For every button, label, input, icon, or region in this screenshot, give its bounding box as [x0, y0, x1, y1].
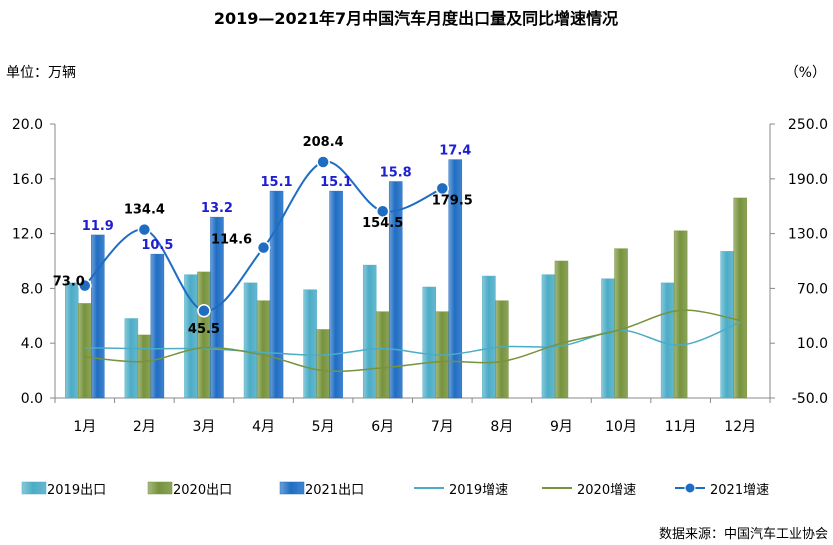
bar-2021出口: [150, 253, 165, 399]
bar-2019出口: [541, 274, 556, 399]
bar-2021出口: [269, 190, 284, 399]
bar-value-label-2021: 11.9: [82, 219, 114, 234]
legend-label: 2019增速: [449, 483, 508, 498]
x-tick-label: 11月: [665, 419, 697, 435]
bar-2020出口: [137, 334, 152, 399]
bar-2021出口: [448, 159, 463, 399]
data-source: 数据来源：中国汽车工业协会: [659, 526, 828, 542]
left-tick-label: 12.0: [12, 227, 43, 243]
marker-2021增速: [375, 204, 390, 218]
legend-swatch: [21, 481, 47, 495]
line-value-label-2021: 179.5: [432, 193, 473, 208]
bar-2019出口: [124, 318, 139, 399]
x-tick-label: 3月: [192, 419, 215, 435]
marker-2021增速: [256, 240, 271, 255]
bars: [65, 159, 747, 399]
bar-2019出口: [422, 286, 437, 399]
x-tick-label: 6月: [371, 419, 394, 435]
left-tick-label: 20.0: [12, 117, 43, 133]
line-2019增速: [84, 321, 741, 356]
bar-2020出口: [256, 300, 271, 399]
legend-swatch: [279, 481, 305, 495]
bar-2019出口: [720, 251, 734, 399]
lines: [78, 155, 741, 373]
marker-2021增速: [435, 181, 450, 196]
x-tick-label: 9月: [550, 419, 573, 435]
legend-swatch: [147, 481, 173, 495]
bar-2019出口: [482, 275, 496, 399]
bar-2019出口: [243, 282, 258, 399]
line-value-label-2021: 114.6: [211, 233, 252, 248]
left-tick-label: 8.0: [21, 281, 43, 297]
bar-2021出口: [388, 181, 403, 399]
legend-label: 2019出口: [47, 483, 106, 498]
data-labels: 11.9 10.5 13.2 15.1 15.1 15.8 17.4 73.0 134.4 45.…: [53, 135, 473, 337]
bar-2020出口: [554, 260, 569, 399]
bar-2020出口: [733, 197, 747, 399]
line-value-label-2021: 45.5: [188, 322, 220, 337]
x-tick-label: 4月: [252, 419, 275, 435]
left-axis-unit: 单位：万辆: [6, 65, 76, 81]
bar-value-label-2021: 13.2: [201, 201, 233, 216]
line-value-label-2021: 208.4: [303, 135, 344, 150]
right-tick-label: 10.0: [797, 336, 828, 352]
bar-2021出口: [329, 190, 343, 399]
x-tick-label: 12月: [724, 419, 756, 435]
left-tick-label: 16.0: [12, 172, 43, 188]
line-2020增速: [84, 309, 741, 373]
bar-2019出口: [362, 264, 377, 399]
x-tick-label: 5月: [312, 419, 335, 435]
bar-value-label-2021: 15.8: [380, 166, 412, 181]
bar-2020出口: [614, 248, 628, 399]
legend-label: 2021增速: [710, 483, 769, 498]
left-tick-label: 4.0: [21, 336, 43, 352]
bar-value-label-2021: 15.1: [320, 175, 352, 190]
bar-2019出口: [65, 282, 79, 399]
x-tick-label: 1月: [73, 419, 96, 435]
bar-value-label-2021: 15.1: [261, 175, 293, 190]
right-tick-label: 70.0: [797, 281, 828, 297]
legend: 2019出口 2020出口 2021出口 2019增速 2020增速 2021增速: [21, 481, 769, 498]
right-tick-label: 190.0: [788, 172, 828, 188]
bar-2021出口: [91, 234, 105, 399]
legend-label: 2021出口: [305, 483, 364, 498]
line-value-label-2021: 73.0: [53, 275, 85, 290]
right-tick-label: -50.0: [792, 391, 828, 407]
x-tick-label: 7月: [431, 419, 454, 435]
bar-2020出口: [673, 230, 688, 399]
bar-2020出口: [316, 329, 330, 399]
right-tick-label: 130.0: [788, 227, 828, 243]
axes: 0.0 4.0 8.0 12.0 16.0 20.0 -50.0 10.0 70.0 130.0 1…: [12, 117, 828, 435]
right-tick-label: 250.0: [788, 117, 828, 133]
legend-label: 2020增速: [577, 483, 636, 498]
legend-label: 2020出口: [173, 483, 232, 498]
line-value-label-2021: 154.5: [362, 216, 403, 231]
marker-2021增速: [316, 155, 330, 169]
bar-value-label-2021: 10.5: [141, 238, 173, 253]
right-axis-unit: （%）: [785, 65, 826, 81]
x-tick-label: 8月: [490, 419, 513, 435]
line-value-label-2021: 134.4: [124, 203, 165, 218]
legend-marker: [684, 482, 696, 494]
left-tick-label: 0.0: [21, 391, 43, 407]
bar-2019出口: [660, 282, 675, 399]
x-tick-label: 2月: [133, 419, 156, 435]
marker-2021增速: [78, 278, 92, 293]
bar-value-label-2021: 17.4: [439, 144, 471, 159]
marker-2021增速: [197, 304, 211, 318]
bar-2020出口: [78, 303, 92, 399]
x-tick-label: 10月: [605, 419, 637, 435]
bar-2020出口: [495, 300, 509, 399]
bar-2020出口: [375, 311, 390, 399]
marker-2021增速: [137, 222, 152, 237]
bar-2019出口: [601, 278, 615, 399]
bar-2019出口: [303, 289, 317, 399]
chart-title: 2019—2021年7月中国汽车月度出口量及同比增速情况: [214, 9, 618, 28]
